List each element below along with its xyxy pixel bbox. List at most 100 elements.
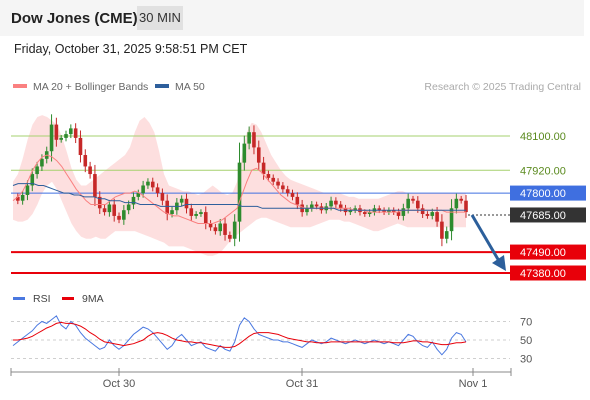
rsi-tick-50: 50 bbox=[520, 335, 532, 347]
candle-body bbox=[444, 231, 449, 239]
candle-body bbox=[377, 208, 382, 211]
blue-swatch-icon bbox=[155, 84, 169, 88]
candle-body bbox=[348, 210, 353, 213]
candle-body bbox=[64, 134, 68, 138]
rsi-ma9-line bbox=[13, 321, 467, 348]
candle-body bbox=[362, 212, 367, 215]
candle-body bbox=[353, 208, 357, 211]
candle-body bbox=[387, 210, 391, 213]
pink-swatch-icon bbox=[13, 84, 27, 88]
candle-body bbox=[170, 210, 174, 215]
ma9-swatch-icon bbox=[62, 297, 74, 300]
ma50-line bbox=[12, 183, 466, 211]
candle-body bbox=[126, 204, 131, 211]
candle-body bbox=[406, 198, 410, 209]
candle-body bbox=[35, 166, 39, 175]
level-47685-00-label: 47685.00 bbox=[520, 210, 566, 222]
candle-body bbox=[155, 187, 160, 194]
x-tick-label: Nov 1 bbox=[459, 378, 488, 390]
candle-body bbox=[454, 198, 459, 209]
level-47490-00-tag bbox=[510, 244, 586, 260]
candle-body bbox=[430, 212, 435, 216]
candle-body bbox=[131, 196, 136, 205]
candle-body bbox=[49, 124, 54, 152]
level-47490-00-label: 47490.00 bbox=[520, 247, 566, 259]
candle-body bbox=[396, 212, 401, 216]
candle-body bbox=[141, 185, 145, 194]
level-47685-00-tag bbox=[510, 207, 586, 223]
candle-body bbox=[247, 132, 251, 144]
candle-body bbox=[112, 204, 117, 216]
level-47920-00-label: 47920.00 bbox=[520, 165, 566, 177]
rsi-swatch-icon bbox=[13, 297, 25, 300]
rsi-panel: 70 50 30 bbox=[11, 315, 532, 366]
candle-body bbox=[256, 147, 261, 163]
candle-body bbox=[54, 124, 59, 140]
candle-body bbox=[30, 174, 35, 186]
candle-body bbox=[20, 194, 25, 201]
moving-averages bbox=[12, 154, 466, 224]
forecast-arrow bbox=[470, 214, 506, 271]
candle-body bbox=[40, 158, 44, 167]
candle-body bbox=[401, 208, 406, 216]
candle-body bbox=[179, 198, 184, 203]
forecast-arrow-head bbox=[492, 255, 506, 271]
candle-body bbox=[281, 185, 285, 190]
rsi-legend-label: RSI bbox=[33, 293, 51, 305]
instrument-title: Dow Jones (CME) bbox=[11, 10, 138, 27]
datetime-label: Friday, October 31, 2025 9:58:51 PM CET bbox=[14, 42, 248, 56]
candle-body bbox=[59, 137, 63, 140]
candle-body bbox=[83, 155, 88, 167]
candle-body bbox=[416, 200, 420, 209]
ma20-line bbox=[12, 154, 466, 224]
candle-body bbox=[69, 128, 73, 135]
candle-body bbox=[367, 212, 372, 215]
candle-body bbox=[16, 196, 20, 201]
candle-body bbox=[440, 221, 444, 239]
candle-body bbox=[252, 132, 256, 148]
candle-body bbox=[305, 208, 309, 213]
timeframe-button[interactable]: 30 MIN bbox=[137, 6, 183, 30]
x-axis: Oct 30 Oct 31 Nov 1 bbox=[103, 368, 488, 390]
candle-body bbox=[73, 128, 78, 138]
candle-body bbox=[382, 210, 386, 213]
candle-body bbox=[165, 200, 170, 215]
rsi-tick-70: 70 bbox=[520, 317, 532, 329]
candle-body bbox=[208, 223, 213, 228]
candle-body bbox=[88, 166, 92, 175]
candle-body bbox=[420, 208, 425, 215]
candle-body bbox=[228, 234, 232, 239]
level-47800-00-tag bbox=[510, 185, 586, 201]
header-bar: Dow Jones (CME) 30 MIN bbox=[0, 0, 584, 36]
candle-body bbox=[261, 162, 266, 175]
level-47380-00-label: 47380.00 bbox=[520, 268, 566, 280]
candle-body bbox=[295, 196, 300, 205]
candle-body bbox=[425, 214, 430, 216]
candle-body bbox=[411, 198, 415, 201]
candle-body bbox=[78, 137, 83, 156]
candle-body bbox=[334, 200, 338, 205]
level-47380-00-tag bbox=[510, 265, 586, 281]
candle-body bbox=[242, 143, 247, 163]
candle-body bbox=[459, 198, 463, 201]
candle-body bbox=[329, 200, 333, 207]
candle-body bbox=[276, 181, 280, 186]
candle-body bbox=[338, 204, 343, 209]
candle-body bbox=[391, 210, 396, 213]
candle-body bbox=[136, 193, 141, 197]
legend-bollinger-label: MA 20 + Bollinger Bands bbox=[33, 81, 148, 93]
candle-body bbox=[314, 204, 319, 207]
x-tick-label: Oct 30 bbox=[103, 378, 135, 390]
candle-body bbox=[223, 223, 227, 235]
candle-body bbox=[146, 181, 150, 186]
candle-body bbox=[203, 212, 208, 224]
candle-body bbox=[102, 208, 107, 213]
forecast-arrow-shaft bbox=[470, 214, 501, 262]
candle-body bbox=[189, 208, 194, 216]
candle-body bbox=[117, 215, 121, 220]
ma9-legend-label: 9MA bbox=[82, 293, 104, 305]
candle-body bbox=[184, 198, 189, 209]
x-tick-label: Oct 31 bbox=[286, 378, 318, 390]
candle-body bbox=[25, 185, 30, 195]
